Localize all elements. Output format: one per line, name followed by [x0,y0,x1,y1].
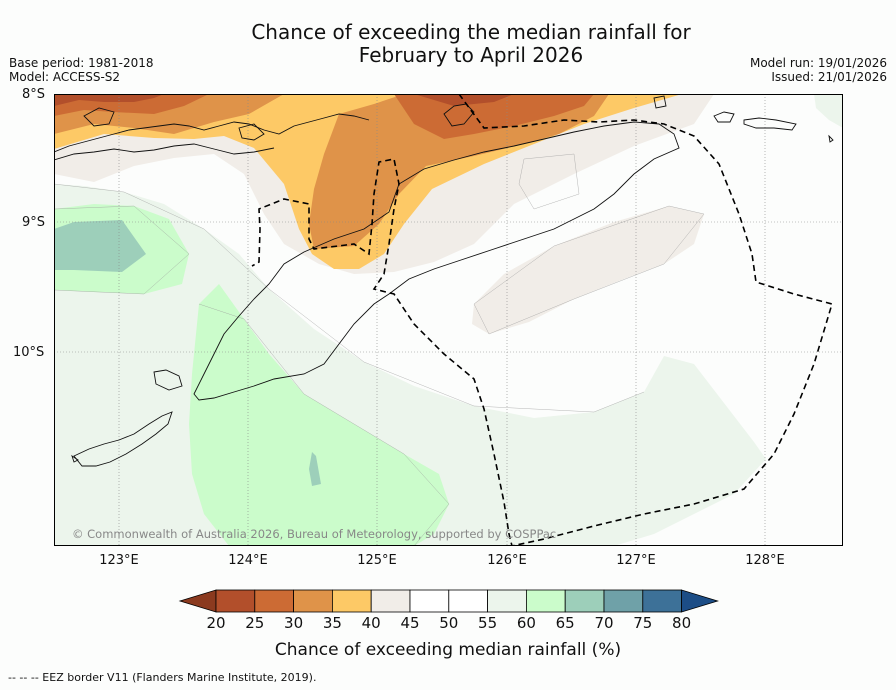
lon-label-124e: 124°E [228,553,268,568]
band-20-25 [54,94,164,106]
band-30-35-mid [309,94,609,249]
eez-border [251,94,834,546]
colorbar-segment-65 [564,589,605,613]
colorbar-segment-45 [409,589,450,613]
colorbar-segment-40 [370,589,411,613]
eez-legend-text: -- -- -- EEZ border V11 (Flanders Marine… [8,671,317,684]
colorbar-tick-40: 40 [361,614,381,632]
colorbar-segment-50 [448,589,488,613]
lon-label-126e: 126°E [487,553,527,568]
colorbar-title: Chance of exceeding median rainfall (%) [274,640,622,660]
rote-coast [153,369,183,391]
band-65-70 [54,220,146,272]
lon-label-127e: 127°E [616,553,656,568]
copyright-text: © Commonwealth of Australia 2026, Bureau… [72,527,556,541]
colorbar-tick-45: 45 [400,614,420,632]
colorbar-segment-25 [254,589,295,613]
colorbar-tick-80: 80 [672,614,692,632]
colorbar-segment-70 [603,589,644,613]
model-run-text: Model run: 19/01/2026 [749,56,887,70]
band-65-70-south [309,452,321,486]
colorbar [178,589,719,613]
band-20-25-mid [414,94,514,106]
band-55-60-ne [814,94,843,128]
colorbar-over-arrow [681,589,719,613]
lon-label-128e: 128°E [745,553,785,568]
lat-label-10s: 10°S [13,345,45,360]
colorbar-tick-30: 30 [284,614,304,632]
timor-coast [193,121,680,401]
model-text: Model: ACCESS-S2 [9,70,121,84]
savu-coast [73,411,173,467]
band-25-30-mid [394,94,594,139]
issued-text: Issued: 21/01/2026 [771,70,887,84]
colorbar-tick-60: 60 [516,614,536,632]
colorbar-segment-75 [642,589,682,613]
lon-label-125e: 125°E [357,553,397,568]
lat-label-9s: 9°S [22,215,46,230]
grid-lines [54,94,843,546]
rainfall-map: © Commonwealth of Australia 2026, Bureau… [54,94,843,546]
colorbar-segment-35 [331,589,372,613]
colorbar-tick-75: 75 [633,614,653,632]
colorbar-tick-70: 70 [594,614,614,632]
chart-title-line1: Chance of exceeding the median rainfall … [251,20,691,44]
colorbar-segment-30 [293,589,333,613]
band-60-65 [189,284,449,546]
colorbar-tick-35: 35 [322,614,342,632]
colorbar-tick-55: 55 [478,614,498,632]
lat-label-8s: 8°S [22,87,46,102]
contour-lines [54,153,705,546]
lon-label-123e: 123°E [99,553,139,568]
colorbar-tick-20: 20 [206,614,226,632]
colorbar-tick-50: 50 [439,614,459,632]
colorbar-segment-60 [525,589,566,613]
north-islands-coast [54,113,370,153]
band-40-45-east [472,206,704,334]
chart-title-line2: February to April 2026 [358,43,584,67]
colorbar-tick-65: 65 [555,614,575,632]
base-period-text: Base period: 1981-2018 [9,56,154,70]
colorbar-under-arrow [178,589,217,613]
coastlines [54,95,834,467]
colorbar-segment-55 [487,589,527,613]
colorbar-segment-20 [215,589,256,613]
colorbar-tick-25: 25 [245,614,265,632]
